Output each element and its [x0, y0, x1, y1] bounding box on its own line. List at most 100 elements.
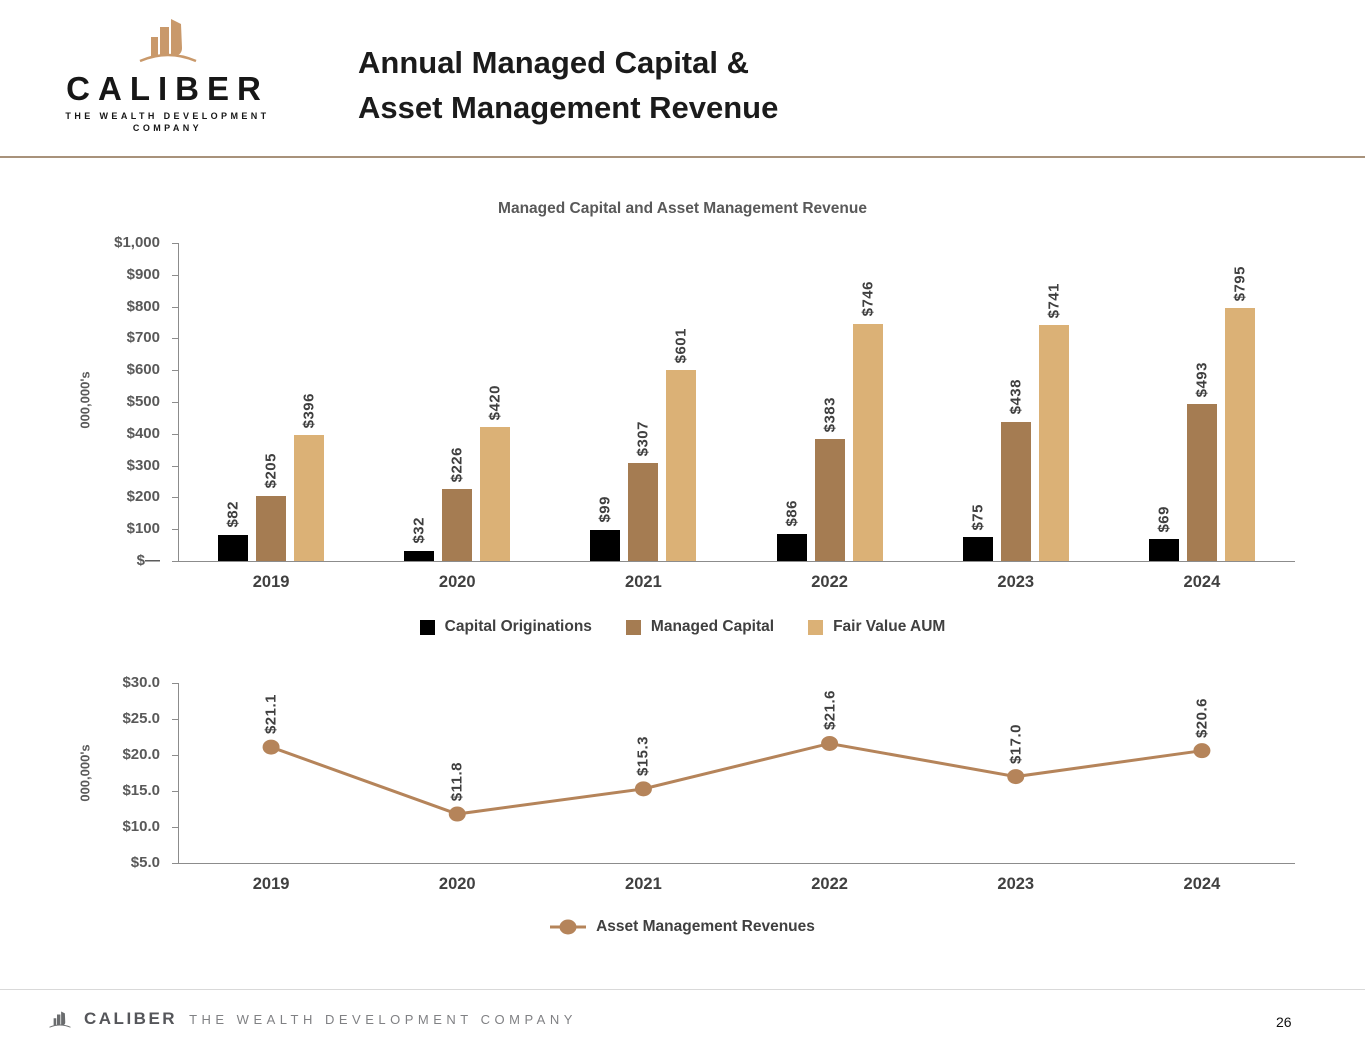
y-axis-tick	[172, 243, 178, 244]
bar-2019	[256, 495, 287, 561]
footer: CALIBER THE WEALTH DEVELOPMENT COMPANY	[48, 1008, 577, 1030]
x-axis-category-label: 2019	[252, 875, 290, 893]
y-axis-tick-label: $5.0	[130, 854, 160, 871]
bar-chart-title: Managed Capital and Asset Management Rev…	[498, 200, 867, 217]
y-axis-tick	[172, 370, 178, 372]
y-axis-tick-label: $800	[126, 297, 160, 315]
y-axis-tick-label: $1,000	[114, 234, 160, 251]
bar-value-label: $396	[300, 392, 318, 429]
y-axis-tick	[172, 465, 178, 467]
y-axis-tick	[172, 433, 178, 435]
revenue-line	[270, 741, 1203, 816]
y-axis-tick-label: $—	[136, 552, 160, 569]
line-value-label: $17.0	[1007, 723, 1025, 764]
y-axis-tick	[172, 529, 178, 531]
y-axis-tick-label: $400	[126, 424, 160, 442]
bar-chart-legend: Capital Originations Managed Capital Fair …	[0, 618, 1365, 636]
bar-2024	[1148, 539, 1179, 561]
bar-2024	[1224, 308, 1255, 561]
y-axis-tick-label: $15.0	[122, 782, 160, 799]
bar-2019	[294, 435, 325, 561]
bar-2022	[776, 533, 807, 561]
bar-2019	[218, 534, 249, 561]
bar-2021	[590, 529, 621, 561]
line-value-label: $21.6	[821, 690, 839, 731]
legend-label: Fair Value AUM	[833, 618, 946, 635]
y-axis-tick	[172, 755, 178, 756]
bar-value-label: $205	[262, 453, 280, 489]
legend-swatch-icon	[625, 619, 641, 635]
data-point-marker	[634, 781, 652, 797]
data-point-marker	[1193, 743, 1211, 759]
footer-brand: CALIBER	[84, 1009, 178, 1028]
footer-divider	[0, 989, 1365, 990]
bar-value-label: $383	[821, 396, 839, 433]
bar-value-label: $795	[1231, 265, 1249, 302]
bar-value-label: $86	[783, 500, 801, 527]
y-axis-tick	[172, 338, 178, 340]
bar-value-label: $741	[1045, 283, 1063, 319]
y-axis-tick-label: $600	[126, 361, 160, 379]
caliber-logo: CALIBER THE WEALTH DEVELOPMENT COMPANY	[40, 10, 295, 133]
x-axis-category-label: 2021	[625, 875, 662, 893]
bar-value-label: $69	[1155, 505, 1173, 533]
y-axis-tick	[172, 497, 178, 499]
y-axis-tick	[172, 306, 178, 308]
line-value-label: $20.6	[1193, 697, 1211, 738]
y-axis-line	[178, 683, 179, 863]
legend-item: Fair Value AUM	[808, 618, 945, 636]
legend-label: Managed Capital	[650, 618, 775, 635]
bar-2024	[1186, 404, 1217, 561]
bar-2021	[628, 463, 659, 561]
bar-value-label: $493	[1193, 361, 1211, 398]
x-axis-category-label: 2019	[252, 573, 290, 591]
page-title-line2: Asset Management Revenue	[358, 90, 779, 125]
y-axis-tick	[172, 683, 178, 684]
bar-value-label: $420	[486, 385, 504, 421]
bar-2022	[814, 439, 845, 561]
x-axis-line	[178, 863, 1295, 864]
revenue-line-series	[262, 735, 1211, 822]
caliber-buildings-icon	[139, 19, 196, 63]
x-axis-category-label: 2020	[438, 573, 476, 591]
bar-value-label: $746	[859, 281, 877, 317]
x-axis-category-label: 2024	[1183, 875, 1221, 893]
legend-item: Managed Capital	[625, 618, 775, 636]
footer-buildings-icon	[49, 1011, 71, 1028]
bar-value-label: $307	[634, 421, 652, 457]
legend-label: Asset Management Revenues	[596, 918, 815, 935]
bar-value-label: $75	[969, 503, 987, 531]
x-axis-category-label: 2022	[811, 875, 848, 893]
y-axis-tick	[172, 274, 178, 276]
x-axis-category-label: 2020	[438, 875, 476, 893]
y-axis-tick-label: $300	[126, 456, 160, 474]
bar-2020	[404, 550, 435, 561]
logo-wordmark: CALIBER	[66, 70, 269, 107]
line-value-label: $15.3	[634, 735, 652, 776]
data-point-marker	[1007, 769, 1025, 785]
y-axis-tick-label: $700	[126, 329, 160, 347]
line-value-label: $21.1	[262, 694, 280, 735]
bar-chart-plot: $1,000 $900 $800 $700 $600 $500 $400 $300 $200 $1…	[114, 234, 1295, 591]
bar-2020	[442, 489, 473, 561]
y-axis-tick-label: $100	[126, 520, 160, 538]
y-axis-tick	[172, 719, 178, 720]
y-axis-tick-label: $25.0	[122, 710, 160, 727]
legend-label: Capital Originations	[444, 618, 592, 635]
legend-line-marker-icon	[550, 919, 587, 935]
logo-tagline-line2: COMPANY	[132, 123, 203, 133]
legend-swatch-icon	[419, 619, 435, 635]
y-axis-tick	[172, 863, 178, 864]
line-chart-plot: $30.0 $25.0 $20.0 $15.0 $10.0 $5.0 2019 2020 202…	[122, 674, 1295, 893]
bar-value-label: $99	[596, 496, 614, 523]
y-axis-line	[178, 243, 179, 561]
y-axis-tick-label: $900	[126, 265, 160, 283]
data-point-marker	[821, 735, 839, 751]
y-axis-tick	[172, 402, 178, 403]
y-axis-tick-label: $10.0	[122, 818, 160, 835]
header-divider	[0, 156, 1365, 158]
x-axis-category-label: 2024	[1183, 573, 1221, 591]
bar-2023	[962, 537, 993, 561]
bar-2022	[852, 323, 883, 561]
bar-value-label: $601	[672, 327, 690, 363]
